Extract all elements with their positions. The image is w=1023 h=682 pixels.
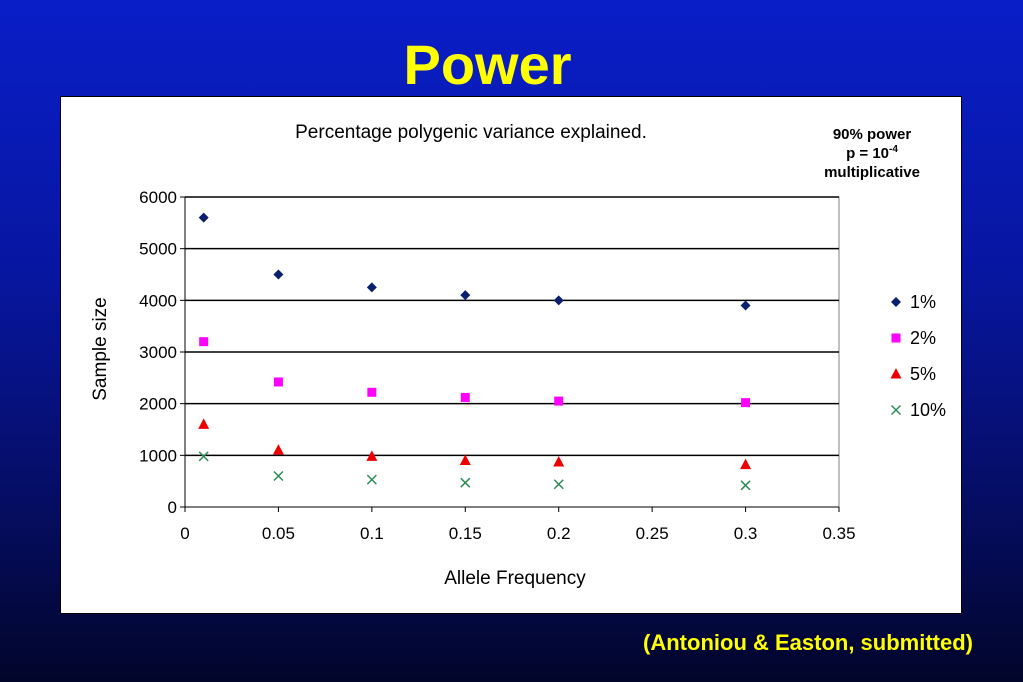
legend-label: 2%	[910, 328, 936, 348]
marker-stroke	[890, 404, 902, 416]
citation: (Antoniou & Easton, submitted)	[643, 630, 973, 655]
y-axis-label: Sample size	[90, 297, 111, 401]
x-tick-label: 0.1	[360, 524, 384, 543]
annotation-p-exponent: -4	[889, 144, 898, 155]
annotation-model: multiplicative	[824, 164, 920, 181]
x-tick-label: 0.2	[547, 524, 571, 543]
data-point-1pct	[740, 300, 751, 311]
y-tick-label: 6000	[139, 188, 177, 207]
data-point-10pct	[366, 474, 377, 485]
data-point-2pct	[199, 337, 209, 347]
y-tick-label: 4000	[139, 291, 177, 310]
annotation: 90% power p = 10-4 multiplicative	[797, 125, 947, 182]
data-point-1pct	[273, 269, 284, 280]
y-tick-label: 0	[168, 498, 177, 517]
legend-marker-5pct	[890, 368, 902, 379]
slide-title: Power	[403, 33, 572, 96]
x-tick-label: 0.25	[636, 524, 669, 543]
legend-label: 10%	[910, 400, 946, 420]
x-tick-label: 0	[180, 524, 189, 543]
data-point-10pct	[740, 480, 751, 491]
legend-label: 1%	[910, 292, 936, 312]
data-point-1pct	[366, 282, 377, 293]
marker-stroke	[198, 451, 209, 462]
data-point-2pct	[741, 398, 751, 408]
legend-label: 5%	[910, 364, 936, 384]
data-point-10pct	[553, 479, 564, 490]
y-tick-label: 1000	[139, 446, 177, 465]
data-point-5pct	[740, 458, 752, 470]
legend-marker-2pct	[891, 333, 901, 343]
y-tick-label: 3000	[139, 343, 177, 362]
legend-marker-1pct	[891, 297, 901, 307]
x-axis-label: Allele Frequency	[444, 568, 586, 589]
data-point-1pct	[553, 295, 564, 306]
chart-title: Percentage polygenic variance explained.	[295, 122, 647, 143]
data-point-1pct	[460, 290, 471, 301]
data-point-5pct	[553, 456, 565, 467]
scatter-chart: Percentage polygenic variance explained.…	[90, 122, 946, 589]
x-tick-label: 0.05	[262, 524, 295, 543]
x-tick-label: 0.35	[822, 524, 855, 543]
data-point-2pct	[554, 396, 564, 406]
data-point-2pct	[273, 377, 283, 387]
data-point-10pct	[273, 470, 284, 482]
marker-stroke	[740, 480, 751, 491]
data-point-5pct	[459, 454, 471, 465]
marker-stroke	[460, 477, 471, 488]
data-point-10pct	[460, 477, 471, 488]
data-point-5pct	[272, 444, 284, 455]
data-point-2pct	[367, 387, 377, 397]
chart-panel: Percentage polygenic variance explained.…	[60, 96, 962, 614]
data-point-5pct	[366, 450, 378, 461]
marker-stroke	[366, 474, 377, 485]
x-tick-label: 0.3	[734, 524, 758, 543]
y-tick-label: 2000	[139, 395, 177, 414]
data-point-10pct	[198, 451, 209, 462]
data-point-2pct	[460, 392, 470, 402]
data-point-5pct	[198, 418, 210, 429]
marker-stroke	[553, 479, 564, 490]
annotation-pvalue: p = 10-4	[797, 144, 947, 163]
y-tick-label: 5000	[139, 240, 177, 259]
marker-stroke	[273, 470, 284, 482]
x-tick-label: 0.15	[449, 524, 482, 543]
legend-marker-10pct	[890, 404, 902, 416]
data-point-1pct	[198, 212, 209, 223]
annotation-power: 90% power	[832, 126, 912, 143]
annotation-p-prefix: p = 10	[846, 145, 890, 162]
